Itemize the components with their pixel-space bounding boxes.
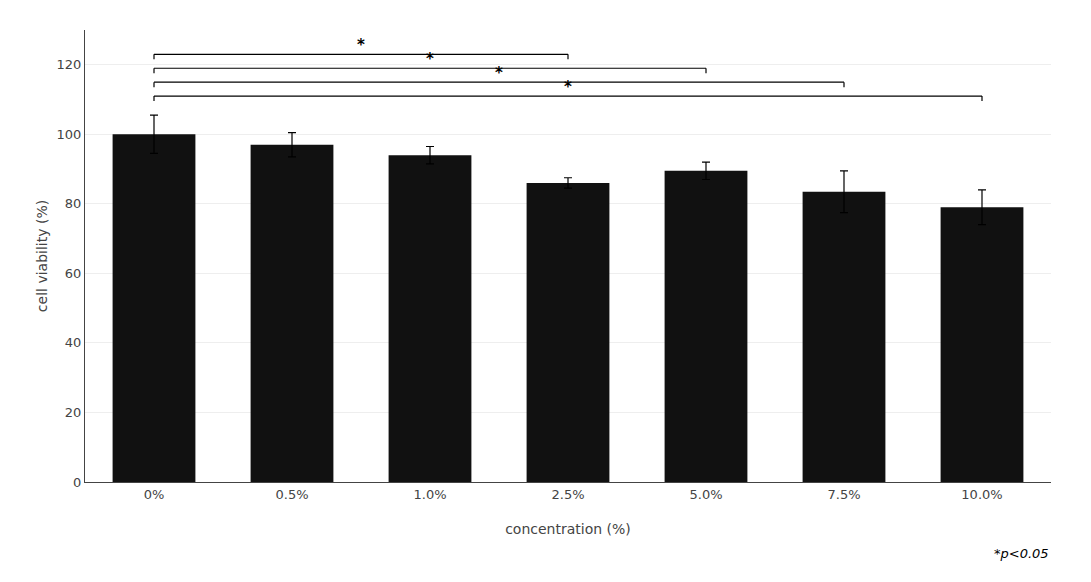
svg-text:*: * [426,50,434,68]
svg-text:concentration (%): concentration (%) [505,521,631,537]
svg-text:7.5%: 7.5% [827,487,860,502]
svg-text:10.0%: 10.0% [961,487,1002,502]
svg-text:120: 120 [57,57,82,72]
svg-text:5.0%: 5.0% [689,487,722,502]
svg-text:*: * [495,64,503,82]
svg-text:2.5%: 2.5% [551,487,584,502]
svg-text:80: 80 [65,196,82,211]
svg-text:*: * [564,78,572,96]
svg-text:0: 0 [73,475,81,490]
svg-text:40: 40 [65,335,82,350]
svg-text:60: 60 [65,266,82,281]
svg-text:0.5%: 0.5% [275,487,308,502]
svg-text:20: 20 [65,405,82,420]
svg-text:100: 100 [57,127,82,142]
svg-text:cell viability (%): cell viability (%) [34,200,50,312]
svg-text:*p<0.05: *p<0.05 [994,546,1049,561]
svg-text:1.0%: 1.0% [413,487,446,502]
svg-text:0%: 0% [144,487,165,502]
svg-text:*: * [357,36,365,54]
